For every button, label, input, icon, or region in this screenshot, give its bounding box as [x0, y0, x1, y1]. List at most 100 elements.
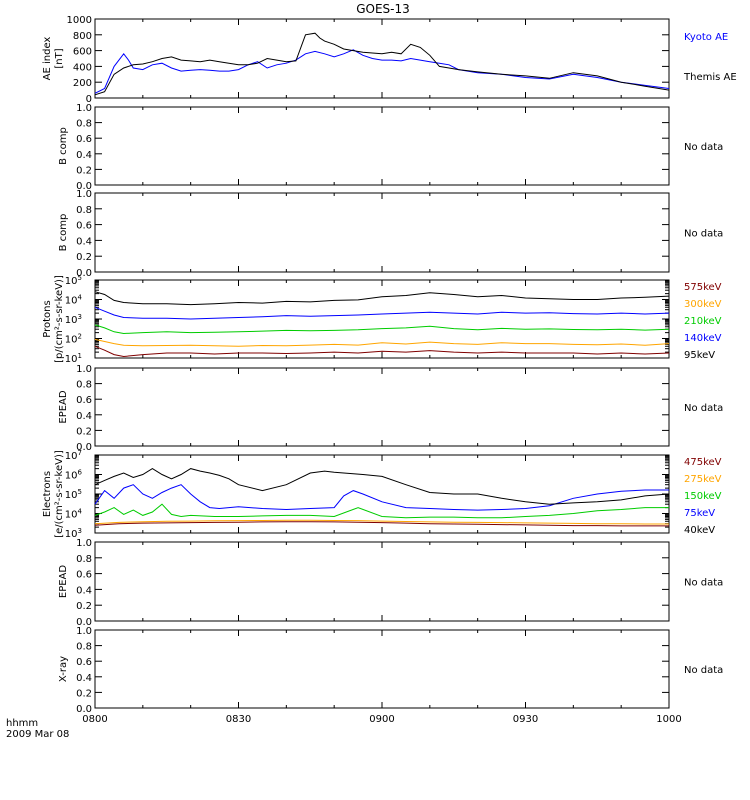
y-axis-label: EPEAD — [58, 565, 69, 599]
panel-frame — [94, 106, 670, 186]
y-tick-label: 1.0 — [76, 626, 92, 637]
series-line — [94, 521, 669, 527]
series-line — [94, 306, 670, 320]
legend-label: 275keV — [684, 474, 722, 485]
y-tick-label: 0.8 — [76, 380, 92, 391]
y-tick-label: 0.4 — [76, 411, 92, 422]
figure-title: GOES-13 — [356, 2, 410, 16]
y-tick-label: 0.0 — [76, 704, 92, 715]
x-tick-label: 0830 — [226, 714, 251, 725]
y-tick-label: 104 — [65, 508, 83, 521]
y-tick-label: 1000 — [67, 15, 92, 26]
y-tick-label: 0 — [86, 94, 92, 105]
y-tick-label: 400 — [73, 62, 92, 73]
series-line — [94, 519, 669, 525]
y-tick-label: 0.0 — [76, 181, 92, 192]
y-tick-label: 0.2 — [76, 688, 92, 699]
y-axis-label: B comp — [58, 127, 69, 165]
y-tick-label: 0.2 — [76, 165, 92, 176]
y-tick-label: 200 — [73, 78, 92, 89]
panel-frame — [94, 541, 670, 622]
series-line — [94, 291, 670, 306]
no-data-label: No data — [684, 403, 723, 414]
x-tick-label: 1000 — [656, 714, 681, 725]
time-axis: 0800 0830 0900 0930 1000 — [82, 714, 681, 725]
x-corner-date: 2009 Mar 08 — [6, 729, 69, 740]
panel-frame — [94, 192, 670, 273]
y-tick-label: 0.0 — [76, 442, 92, 453]
legend-label: 75keV — [684, 508, 715, 519]
x-tick-label: 0900 — [369, 714, 394, 725]
y-tick-label: 0.2 — [76, 601, 92, 612]
y-tick-label: 0.6 — [76, 395, 92, 406]
y-tick-label: 0.6 — [76, 657, 92, 668]
series-line — [94, 468, 670, 505]
x-tick-label: 0800 — [82, 714, 107, 725]
panel-epead2: 0.0 0.2 0.4 0.6 0.8 1.0 EPEAD No data — [58, 538, 723, 628]
y-tick-label: 1.0 — [76, 103, 92, 114]
y-tick-label: 0.6 — [76, 134, 92, 145]
y-tick-label: 0.0 — [76, 268, 92, 279]
y-tick-label: 102 — [65, 333, 82, 346]
y-axis-label: [e/(cm²-s-sr-keV)] — [54, 450, 65, 538]
y-tick-label: 1.0 — [76, 364, 92, 375]
panel-ae: 0 200 400 600 800 1000 AE index [nT] Kyoto AE The… — [42, 15, 737, 105]
y-tick-label: 0.8 — [76, 119, 92, 130]
series-line — [94, 503, 669, 519]
no-data-label: No data — [684, 142, 723, 153]
y-axis-label: [nT] — [54, 48, 65, 68]
panel-epead1: 0.0 0.2 0.4 0.6 0.8 1.0 EPEAD No data — [58, 364, 723, 453]
legend-label: 150keV — [684, 491, 722, 502]
y-axis-label: [p/(cm²-s-sr-keV)] — [54, 275, 65, 363]
y-tick-label: 0.8 — [76, 205, 92, 216]
panel-frame — [94, 18, 670, 99]
legend-label: 95keV — [684, 350, 715, 361]
y-tick-label: 107 — [65, 449, 82, 462]
y-axis-label: Protons — [42, 300, 53, 337]
legend-label: Themis AE — [683, 72, 737, 83]
legend-label: 140keV — [684, 333, 722, 344]
y-axis-label: X-ray — [58, 656, 69, 682]
y-tick-label: 0.4 — [76, 585, 92, 596]
legend-label: 300keV — [684, 299, 722, 310]
legend-label: Kyoto AE — [684, 32, 728, 43]
panel-b2: 0.0 0.2 0.4 0.6 0.8 1.0 B comp No data — [58, 189, 723, 279]
panels: 0 200 400 600 800 1000 AE index [nT] Kyoto AE The… — [42, 15, 737, 715]
y-tick-label: 1.0 — [76, 189, 92, 200]
series-line — [94, 324, 670, 335]
y-tick-label: 600 — [73, 47, 92, 58]
legend-label: 475keV — [684, 457, 722, 468]
legend-label: 40keV — [684, 525, 715, 536]
series-line — [94, 338, 670, 347]
y-tick-label: 0.6 — [76, 221, 92, 232]
y-tick-label: 0.4 — [76, 236, 92, 247]
y-axis-label: Electrons — [42, 471, 53, 517]
y-tick-label: 800 — [73, 31, 92, 42]
legend-label: 575keV — [684, 282, 722, 293]
x-corner-hhmm: hhmm — [6, 718, 38, 729]
series-line — [94, 32, 670, 96]
y-axis-label: B comp — [58, 214, 69, 252]
y-tick-label: 1.0 — [76, 538, 92, 549]
y-tick-label: 0.2 — [76, 426, 92, 437]
y-tick-label: 0.4 — [76, 673, 92, 684]
legend-label: 210keV — [684, 316, 722, 327]
panel-xray: 0.0 0.2 0.4 0.6 0.8 1.0 X-ray No data — [58, 626, 723, 715]
panel-frame — [94, 367, 670, 447]
series-line — [94, 49, 670, 94]
y-tick-label: 0.8 — [76, 554, 92, 565]
no-data-label: No data — [684, 229, 723, 240]
y-tick-label: 0.6 — [76, 570, 92, 581]
panel-b1: 0.0 0.2 0.4 0.6 0.8 1.0 B comp No data — [58, 103, 723, 192]
y-tick-label: 105 — [65, 488, 82, 501]
no-data-label: No data — [684, 578, 723, 589]
y-tick-label: 104 — [65, 294, 83, 307]
y-tick-label: 0.0 — [76, 617, 92, 628]
series-line — [94, 345, 670, 358]
y-tick-label: 0.2 — [76, 252, 92, 263]
y-tick-label: 103 — [65, 313, 82, 326]
y-tick-label: 0.4 — [76, 150, 92, 161]
